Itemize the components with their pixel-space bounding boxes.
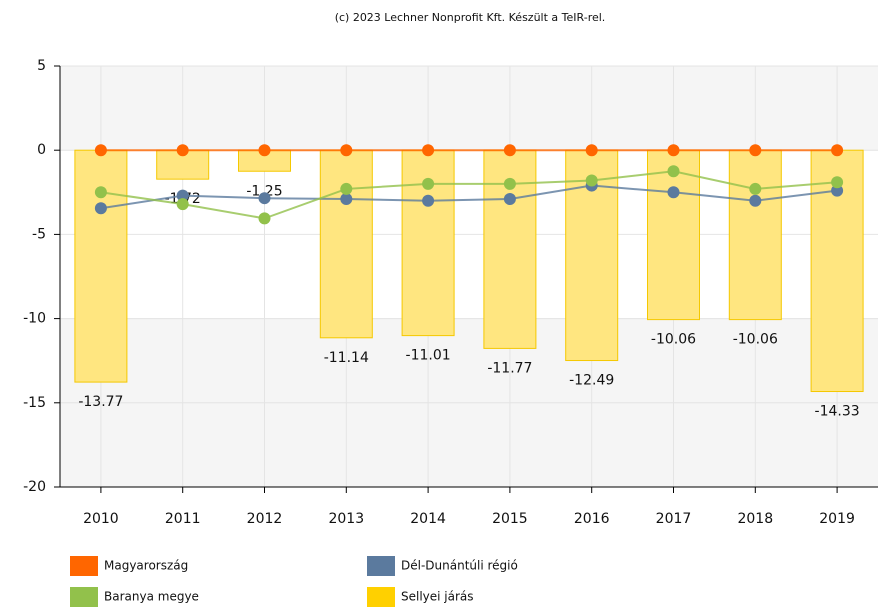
series-line bbox=[100, 170, 838, 220]
point bbox=[667, 186, 680, 199]
legend-swatch bbox=[70, 556, 98, 576]
data-label: -14.33 bbox=[815, 404, 860, 420]
y-tick-label: -15 bbox=[23, 395, 46, 411]
x-tick-label: 2012 bbox=[247, 511, 283, 527]
bar bbox=[74, 149, 128, 383]
point bbox=[258, 212, 271, 225]
point bbox=[749, 144, 762, 157]
plot-band bbox=[60, 66, 878, 150]
x-tick-label: 2016 bbox=[574, 511, 610, 527]
point bbox=[176, 198, 189, 211]
y-tick-label: -20 bbox=[23, 479, 46, 495]
point bbox=[258, 144, 271, 157]
data-label: -13.77 bbox=[78, 394, 123, 410]
point bbox=[422, 144, 435, 157]
x-tick-label: 2014 bbox=[410, 511, 446, 527]
data-label: -11.01 bbox=[406, 348, 451, 364]
series-line bbox=[100, 184, 838, 210]
data-label: -12.49 bbox=[569, 373, 614, 389]
point bbox=[503, 193, 516, 206]
bar bbox=[319, 149, 373, 339]
point bbox=[831, 176, 844, 189]
legend-label: Magyarország bbox=[104, 559, 188, 573]
x-tick-label: 2010 bbox=[83, 511, 119, 527]
point bbox=[667, 144, 680, 157]
x-tick-label: 2019 bbox=[819, 511, 855, 527]
legend-swatch bbox=[367, 587, 395, 607]
point bbox=[94, 202, 107, 215]
y-tick-label: -10 bbox=[23, 311, 46, 327]
point bbox=[831, 144, 844, 157]
legend-label: Sellyei járás bbox=[401, 590, 474, 604]
point bbox=[503, 177, 516, 190]
y-tick-label: -5 bbox=[32, 226, 46, 242]
data-label: -11.14 bbox=[324, 350, 369, 366]
point bbox=[749, 182, 762, 195]
legend-label: Dél-Dunántúli régió bbox=[401, 559, 518, 573]
y-tick-label: 5 bbox=[37, 58, 46, 74]
data-label: -10.06 bbox=[733, 332, 778, 348]
x-tick-label: 2013 bbox=[328, 511, 364, 527]
point bbox=[176, 144, 189, 157]
x-tick-label: 2017 bbox=[656, 511, 692, 527]
point bbox=[585, 174, 598, 187]
point bbox=[258, 192, 271, 205]
bar bbox=[647, 149, 700, 321]
point bbox=[585, 144, 598, 157]
point bbox=[340, 182, 353, 195]
point bbox=[831, 184, 844, 197]
legend-swatch bbox=[70, 587, 98, 607]
point bbox=[340, 144, 353, 157]
legend-label: Baranya megye bbox=[104, 590, 199, 604]
point bbox=[422, 194, 435, 207]
data-label: -11.77 bbox=[487, 360, 532, 376]
point bbox=[667, 165, 680, 178]
x-tick-label: 2015 bbox=[492, 511, 528, 527]
point bbox=[176, 189, 189, 202]
point bbox=[340, 193, 353, 206]
bar bbox=[728, 149, 782, 321]
data-label: -10.06 bbox=[651, 332, 696, 348]
data-label: -1.25 bbox=[246, 183, 282, 199]
point bbox=[94, 144, 107, 157]
x-tick-label: 2011 bbox=[165, 511, 201, 527]
x-tick-label: 2018 bbox=[737, 511, 773, 527]
point bbox=[94, 186, 107, 199]
y-tick-label: 0 bbox=[37, 142, 46, 158]
point bbox=[503, 144, 516, 157]
point bbox=[422, 177, 435, 190]
legend-swatch bbox=[367, 556, 395, 576]
chart-title: (c) 2023 Lechner Nonprofit Kft. Készült … bbox=[335, 11, 606, 24]
point bbox=[749, 194, 762, 207]
